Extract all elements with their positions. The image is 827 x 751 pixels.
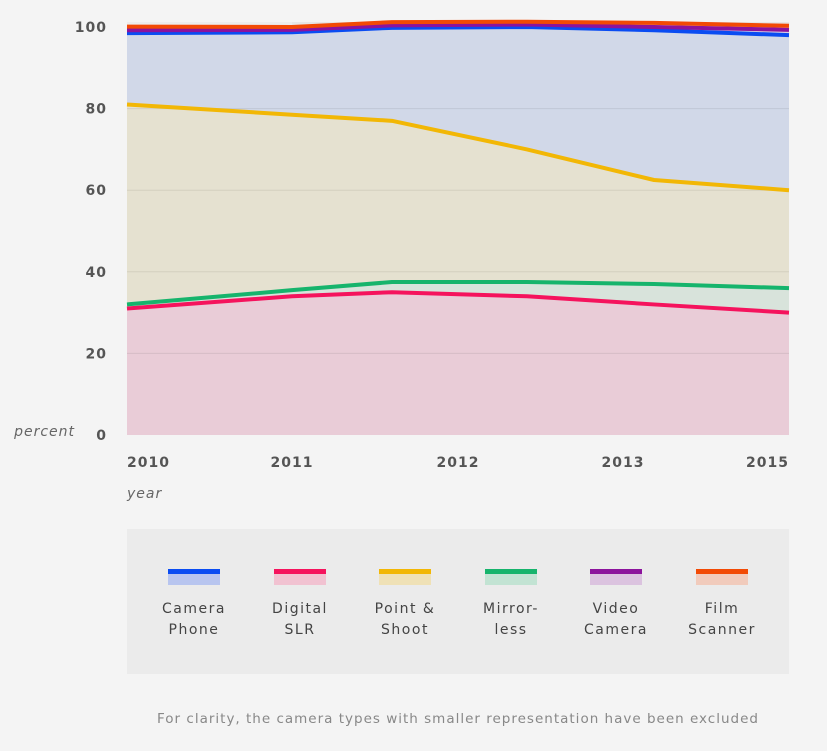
y-axis-ticks: 0 20 40 60 80 100 <box>75 20 107 444</box>
x-tick-label: 2012 <box>437 455 480 471</box>
x-axis-ticks: 2010 2011 2012 2013 2015 <box>127 455 789 471</box>
legend-item: Camera Phone <box>141 569 247 641</box>
area-point-shoot <box>127 104 789 305</box>
y-tick-label: 40 <box>86 265 107 281</box>
point-shoot-swatch <box>379 569 431 585</box>
x-tick-label: 2011 <box>271 455 314 471</box>
line-point-shoot <box>126 102 790 193</box>
film-scanner-swatch <box>696 569 748 585</box>
legend-label: Point & Shoot <box>374 601 436 638</box>
y-axis-title: percent <box>13 424 75 440</box>
x-axis-title: year <box>126 486 162 502</box>
y-tick-label: 80 <box>86 102 107 118</box>
legend-item: Mirror- less <box>458 569 564 641</box>
y-tick-label: 60 <box>86 183 107 199</box>
legend-label: Film Scanner <box>688 601 756 638</box>
line-camera-phone <box>126 25 790 38</box>
stacked-area-chart: 0 20 40 60 80 100 2010 2011 2012 2013 2015 percen… <box>13 19 790 502</box>
y-tick-label: 20 <box>86 346 107 362</box>
y-tick-label: 100 <box>75 20 107 36</box>
mirrorless-swatch <box>485 569 537 585</box>
series-lines <box>126 19 790 315</box>
footnote: For clarity, the camera types with small… <box>157 711 759 727</box>
digital-slr-swatch <box>274 569 326 585</box>
line-digital-slr <box>126 290 790 315</box>
legend-label: Mirror- less <box>483 601 539 638</box>
area-camera-phone <box>127 27 789 191</box>
legend-label: Digital SLR <box>272 601 328 638</box>
x-tick-label: 2015 <box>746 455 789 471</box>
line-mirror-less <box>126 280 790 307</box>
video-camera-swatch <box>590 569 642 585</box>
area-mirror-less <box>127 282 789 313</box>
line-film-scanner <box>126 19 790 29</box>
legend-item: Point & Shoot <box>352 569 458 641</box>
camera-phone-swatch <box>168 569 220 585</box>
line-video-camera <box>126 22 790 33</box>
y-tick-label: 0 <box>96 428 107 444</box>
area-digital-slr <box>127 292 789 435</box>
legend-item: Film Scanner <box>669 569 775 641</box>
legend-label: Camera Phone <box>162 601 226 638</box>
legend-label: Video Camera <box>584 601 648 638</box>
x-tick-label: 2013 <box>602 455 645 471</box>
legend-item: Digital SLR <box>247 569 353 641</box>
x-tick-label: 2010 <box>127 455 170 471</box>
area-fills <box>127 21 789 435</box>
legend-item: Video Camera <box>563 569 669 641</box>
legend: Camera Phone Digital SLR Point & Shoot Mirr… <box>127 529 789 674</box>
